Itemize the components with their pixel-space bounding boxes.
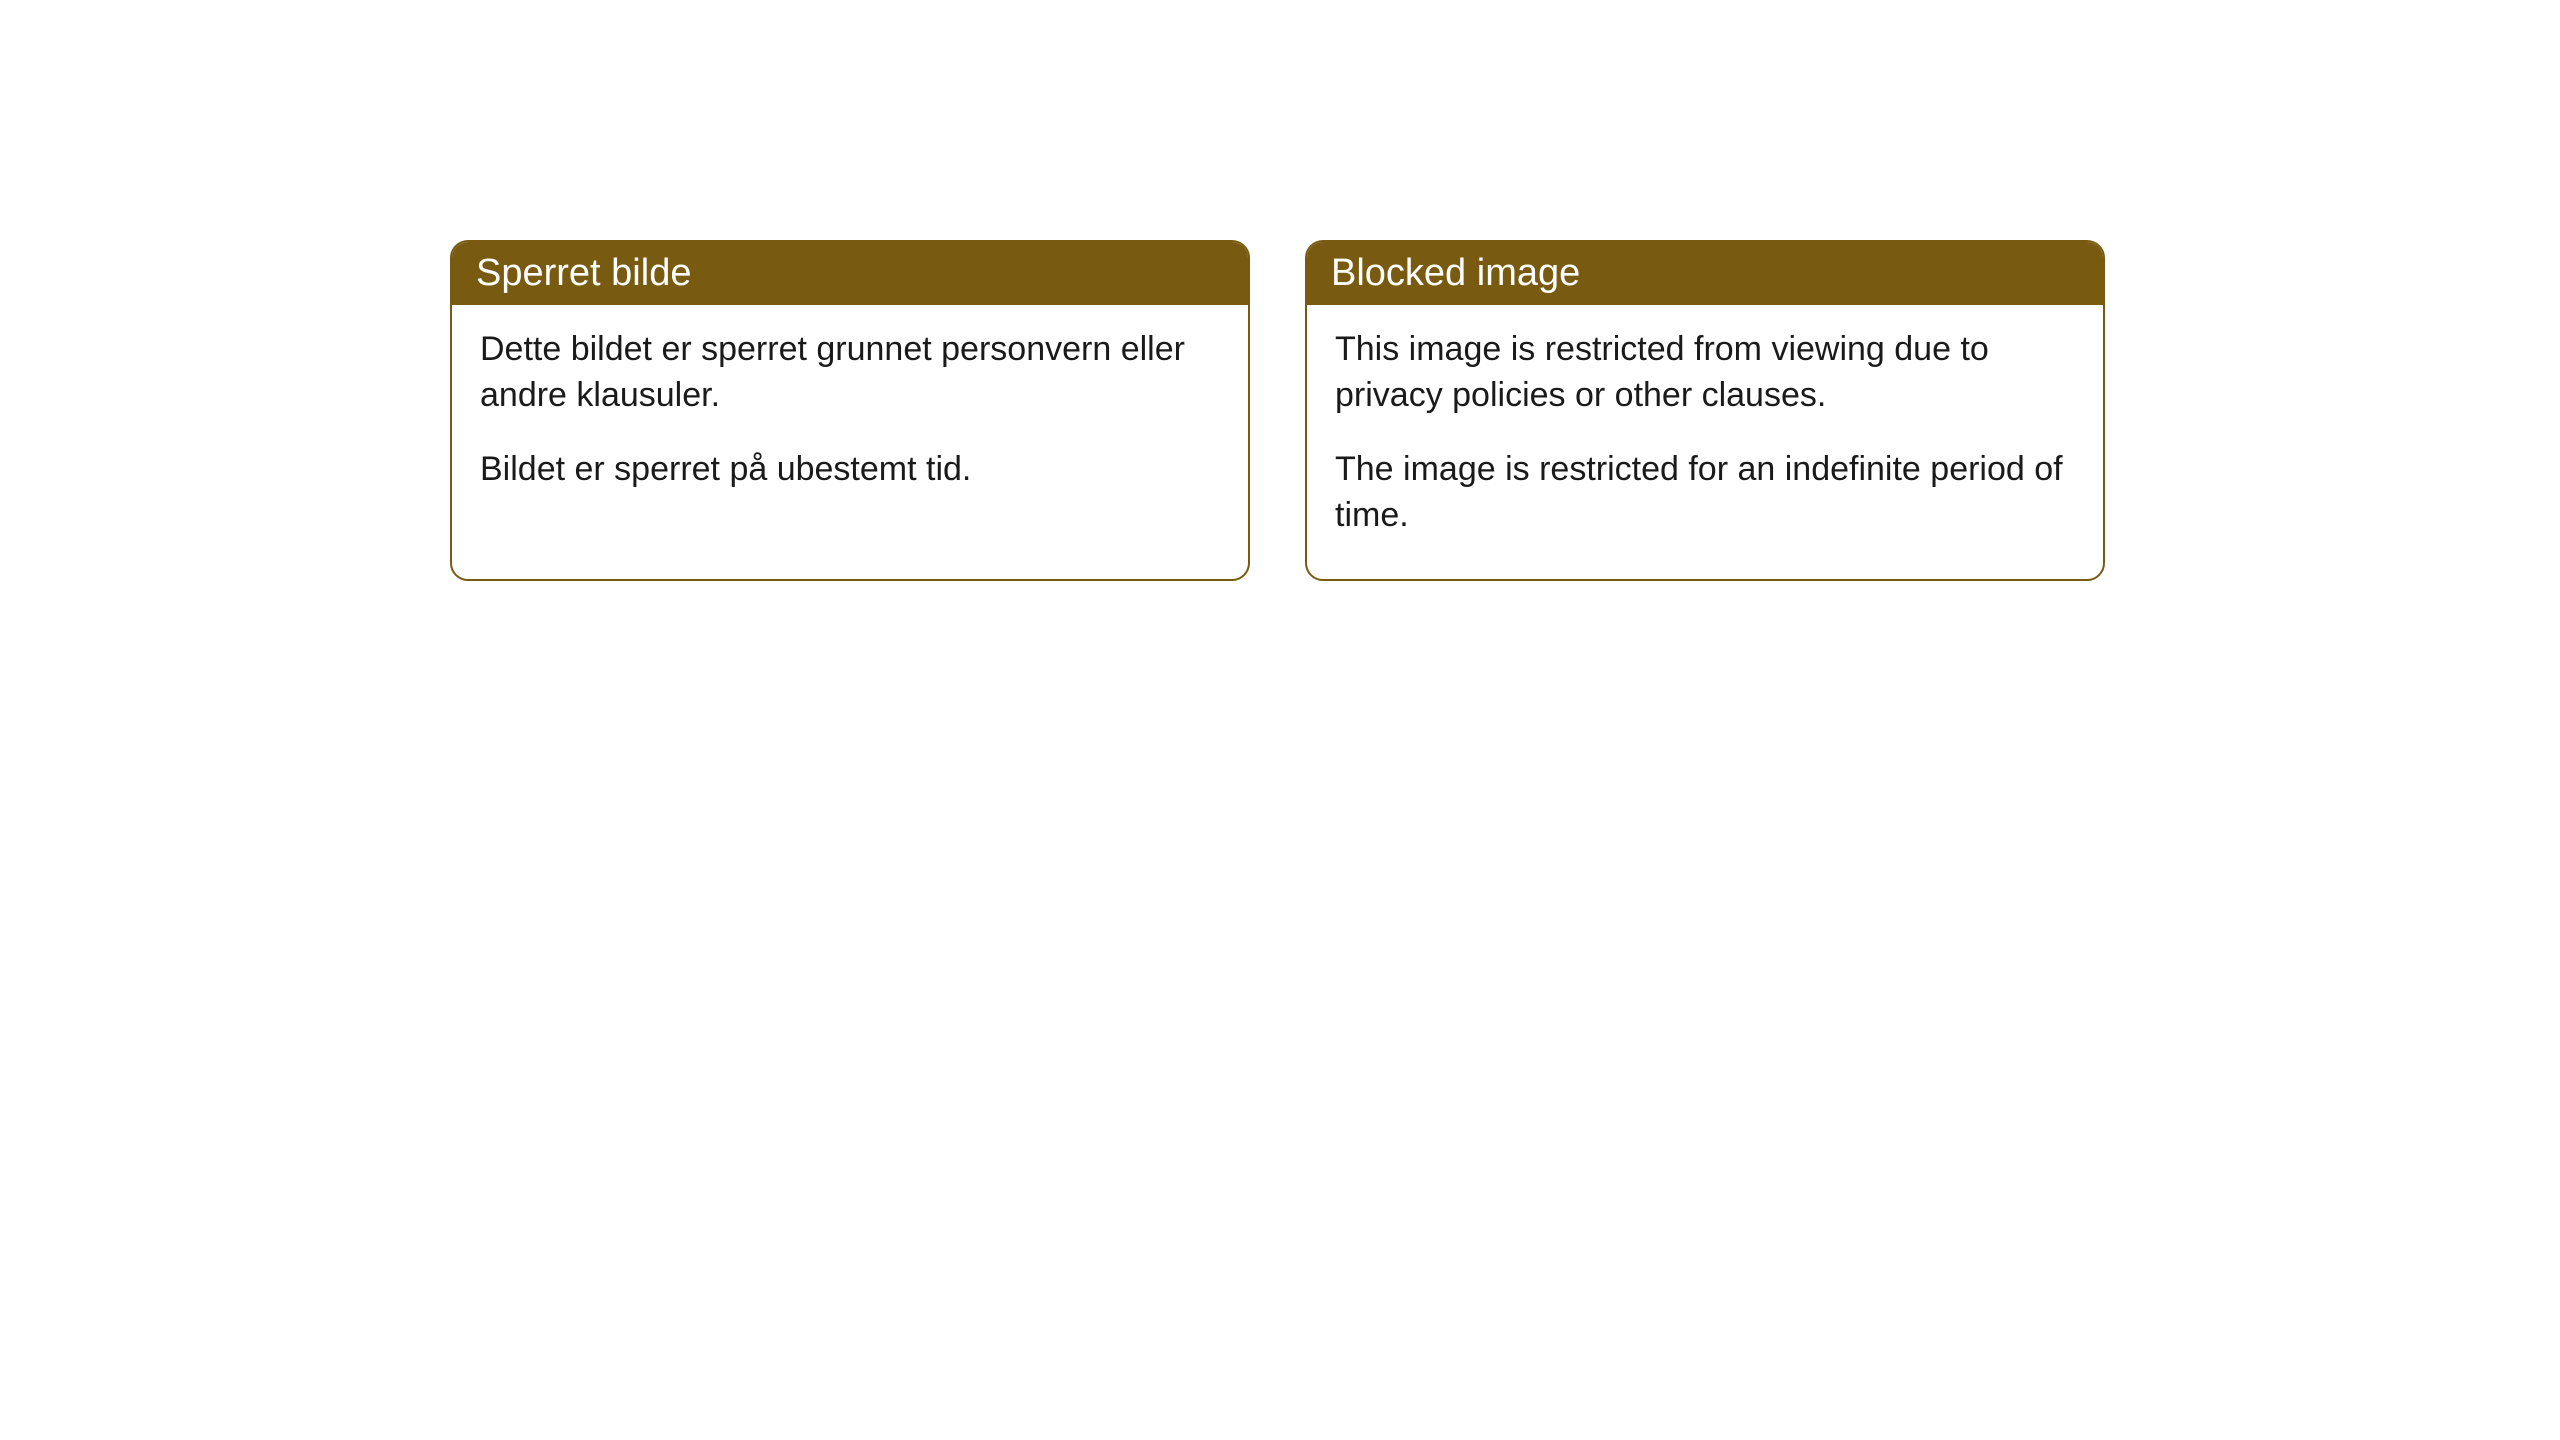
notice-text-english-2: The image is restricted for an indefinit… bbox=[1335, 447, 2075, 539]
notice-card-norwegian: Sperret bilde Dette bildet er sperret gr… bbox=[450, 240, 1250, 581]
notice-card-english: Blocked image This image is restricted f… bbox=[1305, 240, 2105, 581]
notice-text-norwegian-2: Bildet er sperret på ubestemt tid. bbox=[480, 447, 1220, 493]
notice-text-norwegian-1: Dette bildet er sperret grunnet personve… bbox=[480, 327, 1220, 419]
notice-header-norwegian: Sperret bilde bbox=[452, 242, 1248, 305]
notice-container: Sperret bilde Dette bildet er sperret gr… bbox=[450, 240, 2105, 581]
notice-header-english: Blocked image bbox=[1307, 242, 2103, 305]
notice-body-norwegian: Dette bildet er sperret grunnet personve… bbox=[452, 305, 1248, 533]
notice-text-english-1: This image is restricted from viewing du… bbox=[1335, 327, 2075, 419]
notice-body-english: This image is restricted from viewing du… bbox=[1307, 305, 2103, 579]
